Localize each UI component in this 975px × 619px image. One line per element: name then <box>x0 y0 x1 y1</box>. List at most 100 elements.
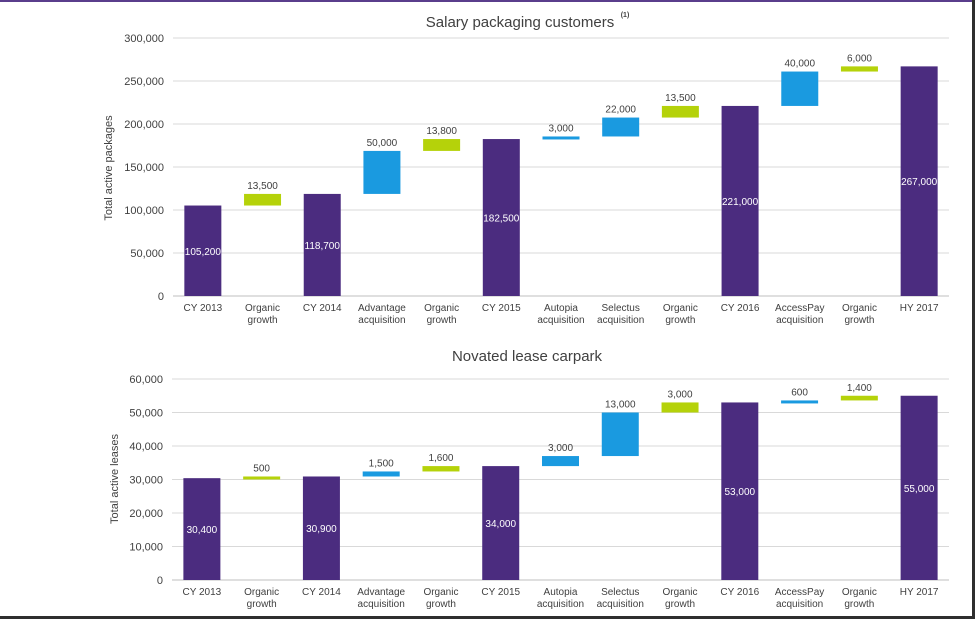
data-label: 13,500 <box>665 93 696 104</box>
total-bar <box>303 193 341 296</box>
acquisition-bar <box>542 136 580 140</box>
chart-1-plot: 0 50,000 100,000 150,000 200,000 250,000 300,0… <box>124 33 949 326</box>
acquisition-bar <box>363 150 401 194</box>
total-bar <box>482 139 520 296</box>
data-label: 50,000 <box>367 138 398 149</box>
right-border <box>972 0 975 619</box>
y-tick-label: 50,000 <box>130 248 164 260</box>
organic-growth-bar <box>661 402 699 413</box>
organic-growth-bar <box>661 105 699 118</box>
x-tick-label: AccessPay <box>775 303 824 314</box>
data-label: 13,800 <box>426 126 457 137</box>
data-label: 118,700 <box>305 241 341 252</box>
total-bar <box>721 402 759 580</box>
data-label: 6,000 <box>847 53 872 64</box>
x-tick-label: Organic <box>424 303 459 314</box>
x-tick-label: CY 2016 <box>720 587 759 598</box>
x-tick-label: Organic <box>842 303 877 314</box>
total-bar <box>721 105 759 296</box>
chart-2-ylabel: Total active leases <box>109 434 121 524</box>
total-bar <box>183 478 221 580</box>
x-tick-label: Selectus <box>602 303 640 314</box>
y-tick-label: 30,000 <box>129 475 163 487</box>
x-tick-label: growth <box>665 315 695 326</box>
data-label: 600 <box>791 387 808 398</box>
x-tick-label: CY 2013 <box>183 303 222 314</box>
data-label: 1,600 <box>428 453 453 464</box>
data-label: 267,000 <box>901 177 938 188</box>
x-tick-label: growth <box>844 315 874 326</box>
y-tick-label: 200,000 <box>124 119 164 131</box>
x-tick-label: acquisition <box>537 315 584 326</box>
x-tick-label: Organic <box>663 587 698 598</box>
x-tick-label: Organic <box>423 587 458 598</box>
acquisition-bar <box>601 412 639 457</box>
x-tick-label: CY 2013 <box>183 587 222 598</box>
data-label: 3,000 <box>548 443 573 454</box>
acquisition-bar <box>602 117 640 137</box>
organic-growth-bar <box>423 139 461 151</box>
y-tick-label: 50,000 <box>129 408 163 420</box>
x-tick-label: Organic <box>244 587 279 598</box>
y-tick-label: 0 <box>158 291 164 303</box>
data-label: 221,000 <box>722 197 759 208</box>
x-tick-label: Organic <box>245 303 280 314</box>
data-label: 500 <box>253 463 270 474</box>
data-label: 53,000 <box>725 487 756 498</box>
data-label: 30,400 <box>187 525 218 536</box>
organic-growth-bar <box>244 193 282 206</box>
organic-growth-bar <box>243 476 281 480</box>
x-tick-label: CY 2015 <box>482 303 521 314</box>
bottom-border <box>0 616 975 619</box>
y-tick-label: 250,000 <box>124 76 164 88</box>
data-label: 55,000 <box>904 484 935 495</box>
x-tick-label: CY 2016 <box>721 303 760 314</box>
x-tick-label: growth <box>426 599 456 610</box>
total-bar <box>302 476 340 580</box>
chart-2-plot: 0 10,000 20,000 30,000 40,000 50,000 60,000 30,… <box>129 374 949 610</box>
x-tick-label: acquisition <box>597 599 644 610</box>
x-tick-label: HY 2017 <box>900 587 939 598</box>
data-label: 34,000 <box>485 519 516 530</box>
x-tick-label: growth <box>844 599 874 610</box>
x-tick-label: growth <box>248 315 278 326</box>
x-tick-label: acquisition <box>358 599 405 610</box>
x-tick-label: acquisition <box>597 315 644 326</box>
data-label: 40,000 <box>784 59 815 70</box>
y-tick-label: 150,000 <box>124 162 164 174</box>
total-bar <box>900 66 938 296</box>
y-tick-label: 20,000 <box>129 508 163 520</box>
x-tick-label: Organic <box>663 303 698 314</box>
acquisition-bar <box>362 471 400 477</box>
chart-1-title-superscript: (1) <box>621 12 630 19</box>
x-tick-label: AccessPay <box>775 587 824 598</box>
total-bar <box>482 466 520 580</box>
data-label: 105,200 <box>185 247 222 258</box>
chart-2-title: Novated lease carpark <box>452 348 603 365</box>
x-tick-label: growth <box>427 315 457 326</box>
data-label: 3,000 <box>548 123 573 134</box>
y-tick-label: 40,000 <box>129 441 163 453</box>
acquisition-bar <box>781 71 819 106</box>
y-tick-label: 300,000 <box>124 33 164 45</box>
x-tick-label: acquisition <box>358 315 405 326</box>
x-tick-label: Advantage <box>357 587 405 598</box>
data-label: 182,500 <box>483 214 520 225</box>
data-label: 1,400 <box>847 383 872 394</box>
data-label: 30,900 <box>306 524 337 535</box>
x-tick-label: Advantage <box>358 303 406 314</box>
chart-1-ylabel: Total active packages <box>103 115 115 221</box>
chart-1-title: Salary packaging customers <box>426 14 614 31</box>
organic-growth-bar <box>422 466 460 472</box>
organic-growth-bar <box>840 395 878 401</box>
total-bar <box>184 205 222 296</box>
data-label: 3,000 <box>668 389 693 400</box>
y-tick-label: 100,000 <box>124 205 164 217</box>
data-label: 13,500 <box>247 181 278 192</box>
x-tick-label: Selectus <box>601 587 639 598</box>
y-tick-label: 10,000 <box>129 542 163 554</box>
y-tick-label: 0 <box>157 575 163 587</box>
y-tick-label: 60,000 <box>129 374 163 386</box>
data-label: 1,500 <box>369 458 394 469</box>
